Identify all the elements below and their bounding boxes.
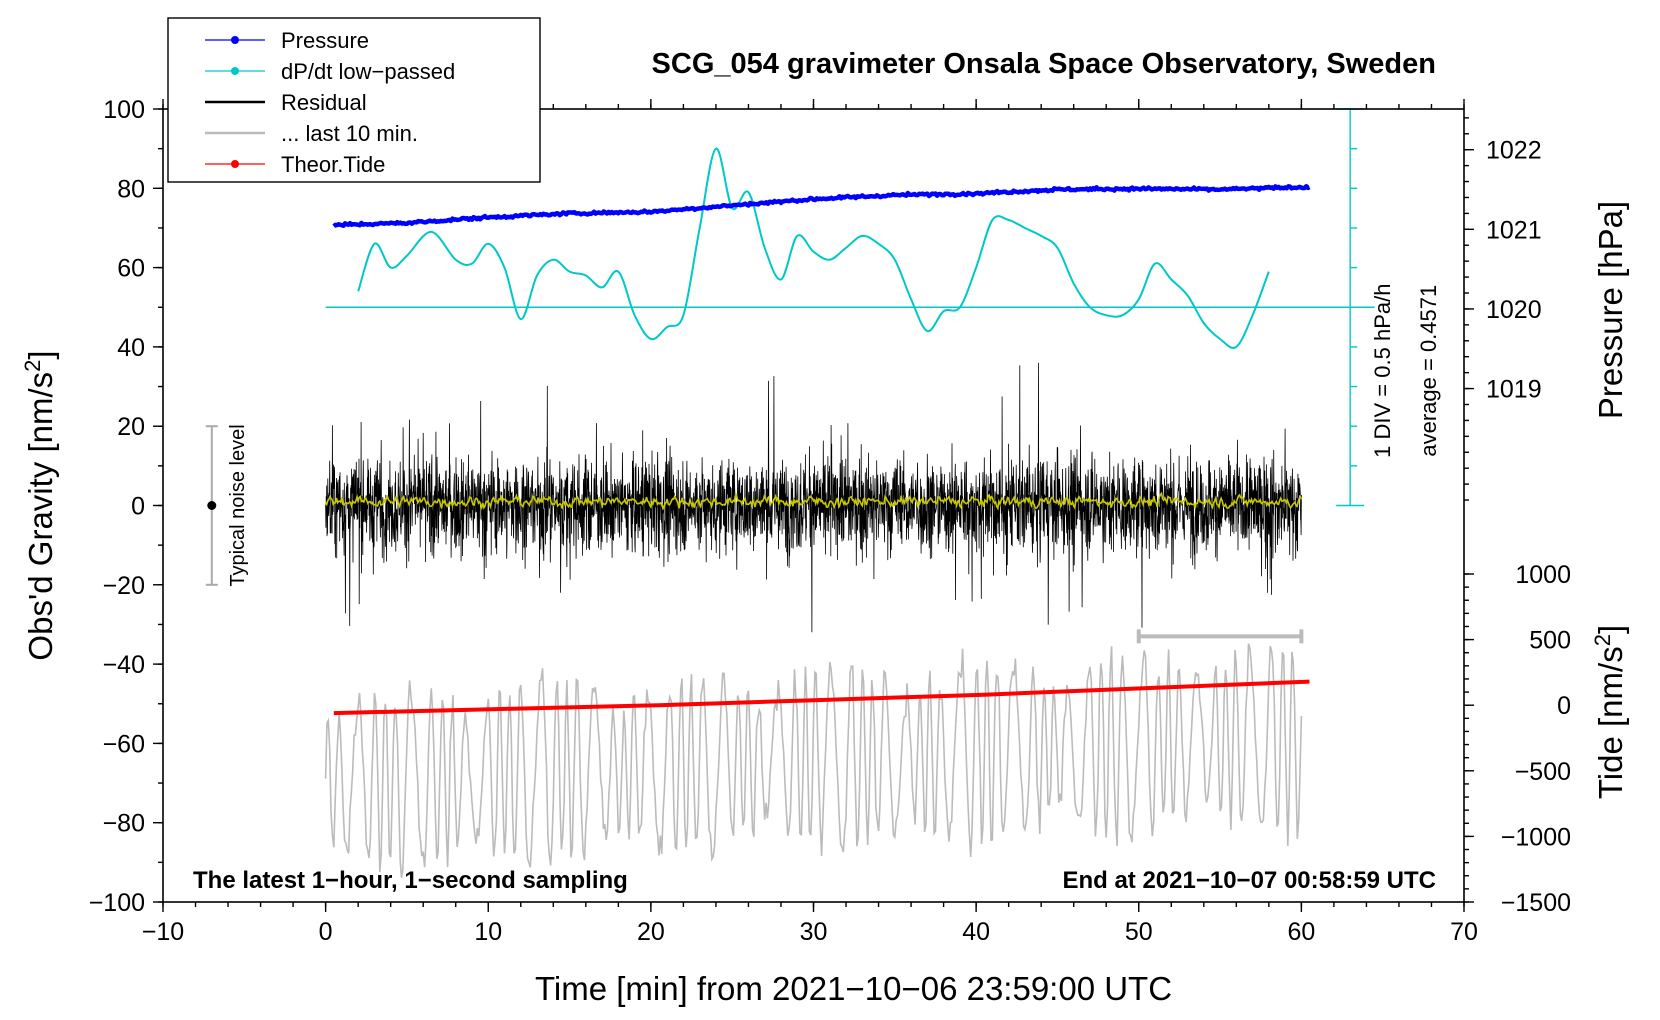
y-tick-label: −60 [103,730,145,758]
tide-tick-label: 1000 [1515,561,1571,589]
legend-box [167,17,541,183]
y-tick-label: 0 [131,493,145,521]
tide-axis-label-sup: 2 [1590,634,1615,646]
y-tick-label: −100 [89,889,145,917]
x-tick-label: −10 [142,918,184,946]
x-tick-label: 0 [319,918,333,946]
annotation-end-time: End at 2021−10−07 00:58:59 UTC [1062,867,1436,894]
dpdt-scale-label: 1 DIV = 0.5 hPa/h [1370,284,1395,458]
y-tick-label: −20 [103,572,145,600]
pressure-tick-label: 1022 [1486,137,1542,165]
noise-level-label: Typical noise level [227,424,249,586]
legend: Pressure dP/dt low−passed Residual ... last… [167,17,541,183]
y-axis-label-sup: 2 [20,360,45,372]
y-tick-label: −80 [103,810,145,838]
legend-marker-0 [231,36,239,44]
y-tick-label: 20 [117,413,145,441]
noise-level-dot [207,501,217,510]
tide-axis-label-tail: ] [1592,625,1629,634]
tide-tick-label: −1000 [1501,823,1571,851]
y-axis-label: Obs'd Gravity [nm/s2] [20,350,59,660]
last-10-min-line [324,643,1303,878]
tide-tick-label: −1500 [1501,889,1571,917]
tide-axis-label: Tide [nm/s2] [1590,625,1629,799]
pressure-tick-label: 1021 [1486,216,1542,244]
y-axis-label-main: Obs'd Gravity [nm/s [22,372,59,661]
legend-marker-1 [231,67,239,75]
tide-tick-label: 500 [1529,627,1571,655]
legend-label-4: Theor.Tide [281,152,385,177]
x-tick-label: 50 [1125,918,1153,946]
series-layer [324,147,1375,878]
x-tick-label: 20 [637,918,665,946]
legend-label-1: dP/dt low−passed [281,59,455,84]
dpdt-line [357,147,1270,349]
residual-line [325,362,1302,633]
y-tick-label: 60 [117,255,145,283]
x-tick-label: 30 [800,918,828,946]
y-axis-label-tail: ] [22,350,59,359]
theor-tide-line [333,679,1310,716]
tide-tick-label: −500 [1515,758,1571,786]
pressure-axis-label: Pressure [hPa] [1592,201,1629,419]
x-tick-label: 60 [1287,918,1315,946]
legend-label-2: Residual [281,90,367,115]
pressure-tick-label: 1019 [1486,376,1542,404]
text-layer: Typical noise level 1 DIV = 0.5 hPa/h aver… [20,48,1629,1007]
legend-marker-4 [231,160,239,168]
tide-axis-label-main: Tide [nm/s [1592,646,1629,799]
tide-tick-label: 0 [1557,692,1571,720]
annotation-sampling: The latest 1−hour, 1−second sampling [193,867,628,894]
dpdt-average-label: average = 0.4571 [1416,285,1441,457]
x-axis-label: Time [min] from 2021−10−06 23:59:00 UTC [535,970,1172,1007]
legend-label-3: ... last 10 min. [281,121,418,146]
pressure-line [332,183,1311,228]
y-tick-label: 40 [117,334,145,362]
pressure-tick-label: 1020 [1486,296,1542,324]
axes-layer [153,99,1474,912]
x-tick-label: 40 [962,918,990,946]
y-tick-label: 100 [103,96,145,124]
residual-lowpass-line [324,491,1303,511]
chart-title: SCG_054 gravimeter Onsala Space Observat… [652,48,1436,80]
y-tick-label: −40 [103,651,145,679]
legend-label-0: Pressure [281,28,369,53]
x-tick-label: 70 [1450,918,1478,946]
pressure-series [332,183,1311,228]
x-tick-label: 10 [474,918,502,946]
y-tick-label: 80 [117,175,145,203]
